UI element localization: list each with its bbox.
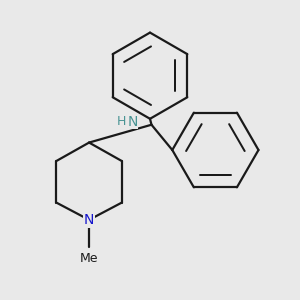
Text: H: H — [117, 115, 126, 128]
Text: Me: Me — [80, 252, 98, 265]
Text: N: N — [84, 213, 94, 227]
Text: N: N — [128, 115, 138, 129]
